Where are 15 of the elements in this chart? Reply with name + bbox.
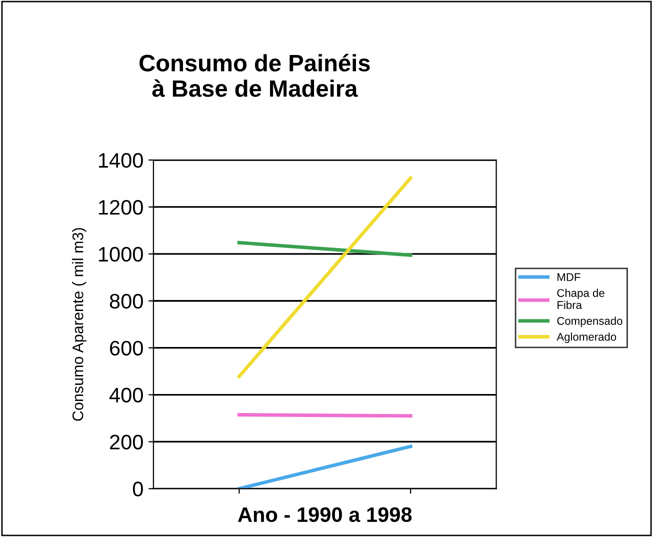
legend-label: Chapa de Fibra — [557, 288, 604, 309]
y-tick-label: 800 — [110, 294, 143, 309]
y-tick-label: 1000 — [98, 246, 143, 262]
y-tick-label: 1400 — [98, 153, 143, 168]
legend-label: MDF — [558, 273, 580, 281]
y-axis-title: Consumo Aparente ( mil m3) — [72, 228, 86, 421]
y-tick-label: 600 — [110, 340, 143, 356]
y-tick-label: 400 — [109, 388, 143, 403]
legend-label: Aglomerado — [556, 332, 616, 343]
x-axis-title: Ano - 1990 a 1998 — [238, 507, 412, 522]
y-tick-label: 200 — [110, 434, 143, 450]
y-tick-label: 0 — [132, 482, 143, 496]
y-tick-label: 1200 — [98, 200, 143, 215]
chart-title: Consumo de Painéis à Base de Madeira — [140, 54, 370, 97]
legend-label: Compensado — [557, 316, 622, 328]
